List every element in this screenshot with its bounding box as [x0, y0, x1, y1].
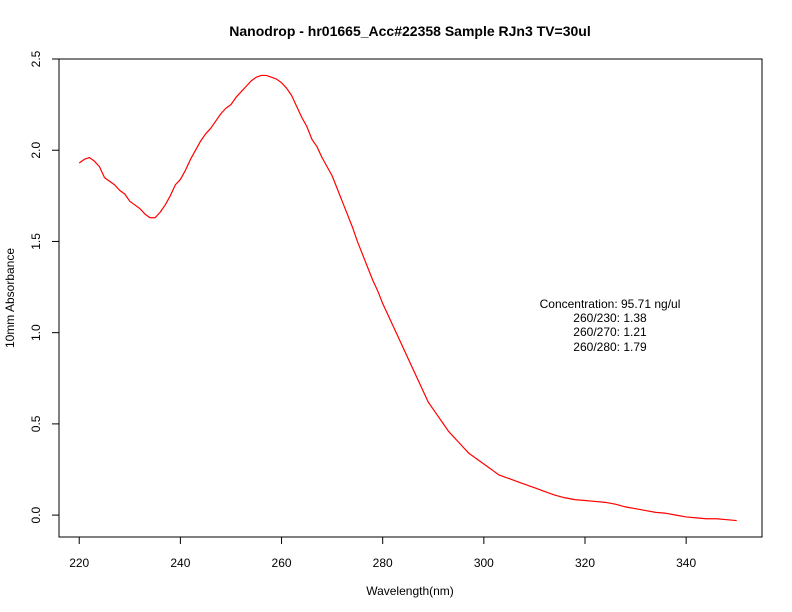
annotation-block: Concentration: 95.71 ng/ul 260/230: 1.38… [540, 297, 681, 354]
x-axis-label: Wavelength(nm) [366, 584, 454, 598]
chart-title: Nanodrop - hr01665_Acc#22358 Sample RJn3… [229, 23, 590, 39]
x-axis: 220 240 260 280 300 320 340 [69, 537, 696, 570]
annotation-260-270: 260/270: 1.21 [573, 325, 647, 339]
x-tick-label: 220 [69, 556, 89, 570]
plot-frame [58, 58, 763, 538]
annotation-260-230: 260/230: 1.38 [573, 311, 647, 325]
x-tick-label: 240 [170, 556, 190, 570]
annotation-concentration: Concentration: 95.71 ng/ul [540, 297, 681, 311]
y-tick-label: 0.0 [29, 506, 43, 523]
x-tick-label: 340 [676, 556, 696, 570]
y-tick-label: 2.0 [29, 142, 43, 159]
absorbance-curve [78, 74, 737, 522]
y-tick-label: 1.5 [29, 233, 43, 250]
y-tick-label: 2.5 [29, 50, 43, 67]
annotation-260-280: 260/280: 1.79 [573, 340, 647, 354]
y-tick-label: 0.5 [29, 415, 43, 432]
x-tick-label: 280 [373, 556, 393, 570]
y-tick-label: 1.0 [29, 324, 43, 341]
x-tick-label: 320 [575, 556, 595, 570]
y-axis: 0.0 0.5 1.0 1.5 2.0 2.5 [29, 50, 59, 523]
y-axis-label: 10mm Absorbance [3, 248, 17, 348]
x-tick-label: 260 [272, 556, 292, 570]
x-tick-label: 300 [474, 556, 494, 570]
